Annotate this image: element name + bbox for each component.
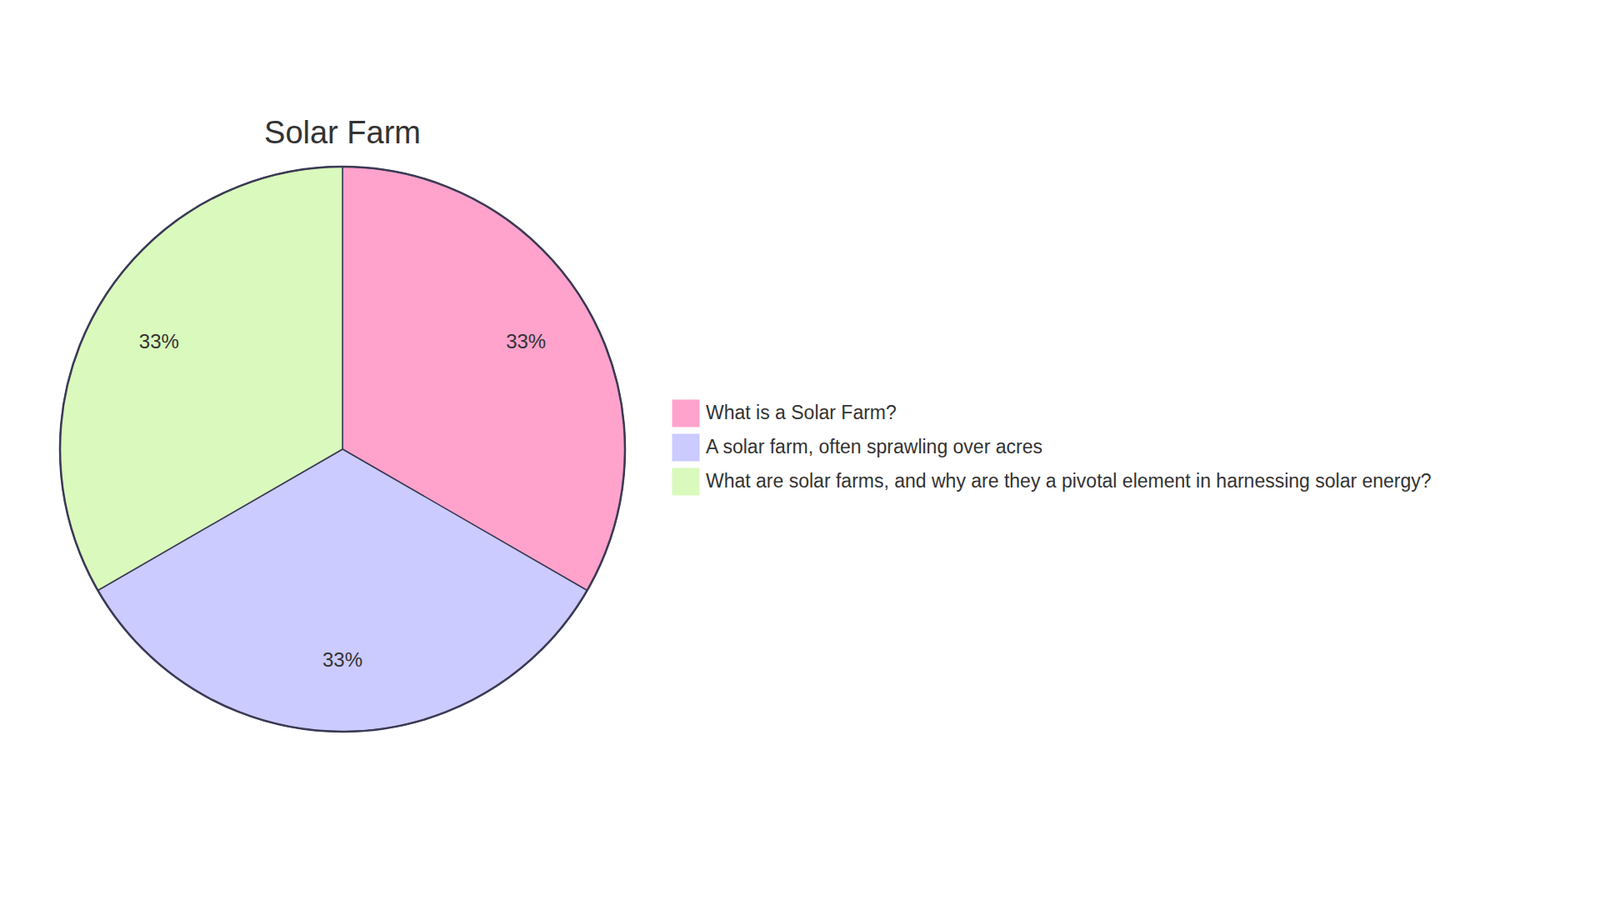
legend-swatch: [671, 433, 700, 462]
chart-container: Solar Farm 33% 33% 33% What is a Solar Farm?…: [0, 0, 1600, 900]
pie-slice: [60, 166, 343, 591]
pie-labels: 33% 33% 33%: [139, 330, 546, 670]
legend-swatch: [671, 399, 700, 428]
chart-title: Solar Farm: [264, 115, 421, 150]
chart-svg: Solar Farm 33% 33% 33% What is a Solar Farm?…: [0, 0, 1600, 900]
legend-label: What is a Solar Farm?: [705, 401, 897, 424]
legend-label: A solar farm, often sprawling over acres: [705, 435, 1043, 458]
legend: What is a Solar Farm? A solar farm, often…: [671, 399, 1432, 496]
data-label: 33%: [505, 330, 546, 353]
pie-outline: [60, 166, 625, 732]
data-label: 33%: [322, 648, 363, 671]
pie-slices: [60, 166, 625, 732]
legend-label: What are solar farms, and why are they a…: [705, 470, 1432, 492]
legend-swatch: [671, 467, 700, 496]
data-label: 33%: [139, 330, 180, 353]
